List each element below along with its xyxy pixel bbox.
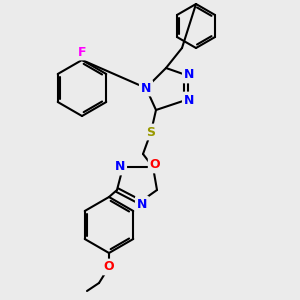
Text: S: S — [146, 125, 155, 139]
Text: N: N — [184, 94, 194, 106]
Text: O: O — [150, 158, 160, 172]
Text: N: N — [137, 197, 147, 211]
Text: F: F — [78, 46, 86, 59]
Text: O: O — [104, 260, 114, 274]
Text: N: N — [141, 82, 151, 94]
Text: N: N — [184, 68, 194, 82]
Text: N: N — [115, 160, 125, 173]
